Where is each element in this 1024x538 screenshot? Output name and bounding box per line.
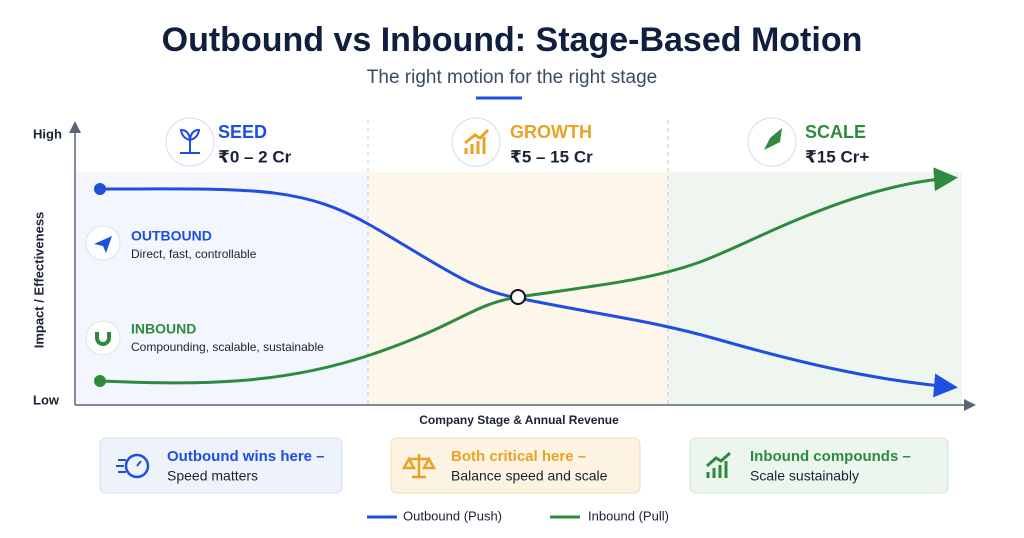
start-dot — [94, 183, 106, 195]
note-box — [689, 437, 949, 494]
stopwatch-lines — [116, 459, 142, 473]
note-title: Inbound compounds – — [750, 448, 911, 465]
stopwatch — [124, 453, 150, 479]
y-low: Low — [33, 392, 60, 407]
note-title: Outbound wins here – — [167, 448, 325, 465]
seed-band — [76, 172, 368, 405]
magnet — [95, 332, 111, 346]
x-label: Company Stage & Annual Revenue — [419, 413, 619, 427]
callout-text: Direct, fast, controllable — [131, 247, 257, 261]
y-label: Impact / Effectiveness — [31, 212, 46, 349]
stage-range: ₹15 Cr+ — [805, 147, 869, 166]
stage-range: ₹0 – 2 Cr — [218, 147, 292, 166]
legend-label: Inbound (Pull) — [588, 508, 669, 523]
legend-label: Outbound (Push) — [403, 508, 502, 523]
seed-glyph — [179, 128, 201, 154]
note-text: Scale sustainably — [750, 468, 859, 484]
plane — [94, 236, 112, 253]
note-box — [99, 437, 343, 494]
scale-band — [668, 172, 962, 405]
subtitle: The right motion for the right stage — [367, 67, 657, 88]
start-dot — [94, 375, 106, 387]
stage-name: SEED — [218, 122, 267, 142]
growth-glyph — [464, 128, 490, 154]
growth-glyph — [706, 451, 731, 478]
note-title: Both critical here – — [451, 448, 586, 465]
stage-name: SCALE — [805, 122, 866, 142]
stage-range: ₹5 – 15 Cr — [510, 147, 593, 166]
stage-name: GROWTH — [510, 122, 592, 142]
growth-band — [368, 172, 668, 405]
growth-icon — [451, 117, 501, 167]
note-text: Balance speed and scale — [451, 468, 608, 484]
crossover — [510, 289, 526, 305]
callout-text: Compounding, scalable, sustainable — [131, 340, 324, 354]
y-high: High — [33, 126, 62, 141]
callout-icon — [85, 320, 121, 356]
scales — [401, 454, 437, 479]
scale-glyph — [764, 128, 782, 150]
callout-title: INBOUND — [131, 321, 196, 337]
title: Outbound vs Inbound: Stage-Based Motion — [162, 21, 863, 59]
callout-title: OUTBOUND — [131, 228, 212, 244]
note-box — [390, 437, 641, 494]
note-text: Speed matters — [167, 468, 258, 484]
